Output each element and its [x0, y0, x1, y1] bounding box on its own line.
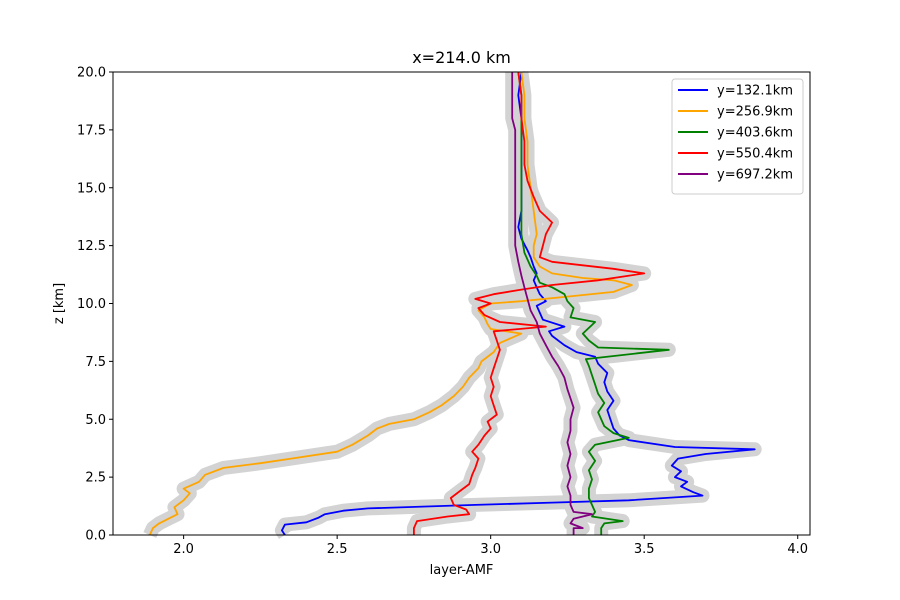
y-tick-label: 17.5 — [77, 123, 106, 138]
line-series-2 — [517, 71, 670, 535]
y-axis-label: z [km] — [52, 283, 67, 324]
x-axis-label: layer-AMF — [430, 563, 494, 578]
y-ticks: 0.0 2.5 5.0 7.5 10.0 12.5 15.0 17.5 20.0 — [77, 66, 113, 544]
legend-label: y=132.1km — [717, 84, 793, 99]
chart-title: x=214.0 km — [412, 48, 511, 67]
legend-label: y=256.9km — [717, 105, 793, 120]
y-tick-label: 15.0 — [77, 181, 106, 196]
y-tick-label: 2.5 — [85, 471, 106, 486]
y-tick-label: 7.5 — [85, 355, 106, 370]
line-series-3 — [413, 71, 646, 535]
y-tick-label: 10.0 — [77, 297, 106, 312]
series-lines — [148, 71, 756, 536]
legend-label: y=697.2km — [717, 168, 793, 183]
x-ticks: 2.0 2.5 3.0 3.5 4.0 — [173, 535, 808, 557]
x-tick-label: 3.5 — [634, 542, 655, 557]
y-tick-label: 0.0 — [85, 529, 106, 544]
legend-box — [671, 78, 804, 195]
y-tick-label: 12.5 — [77, 239, 106, 254]
x-tick-label: 3.0 — [480, 542, 501, 557]
x-tick-label: 2.0 — [173, 542, 194, 557]
y-tick-label: 5.0 — [85, 413, 106, 428]
x-tick-label: 4.0 — [787, 542, 808, 557]
legend: y=132.1km y=256.9km y=403.6km y=550.4km y=69… — [671, 78, 804, 195]
y-tick-label: 20.0 — [77, 66, 106, 81]
line-series-1 — [148, 71, 633, 536]
x-tick-label: 2.5 — [327, 542, 348, 557]
line-series-4 — [511, 72, 593, 535]
legend-label: y=550.4km — [717, 147, 793, 162]
legend-label: y=403.6km — [717, 126, 793, 141]
